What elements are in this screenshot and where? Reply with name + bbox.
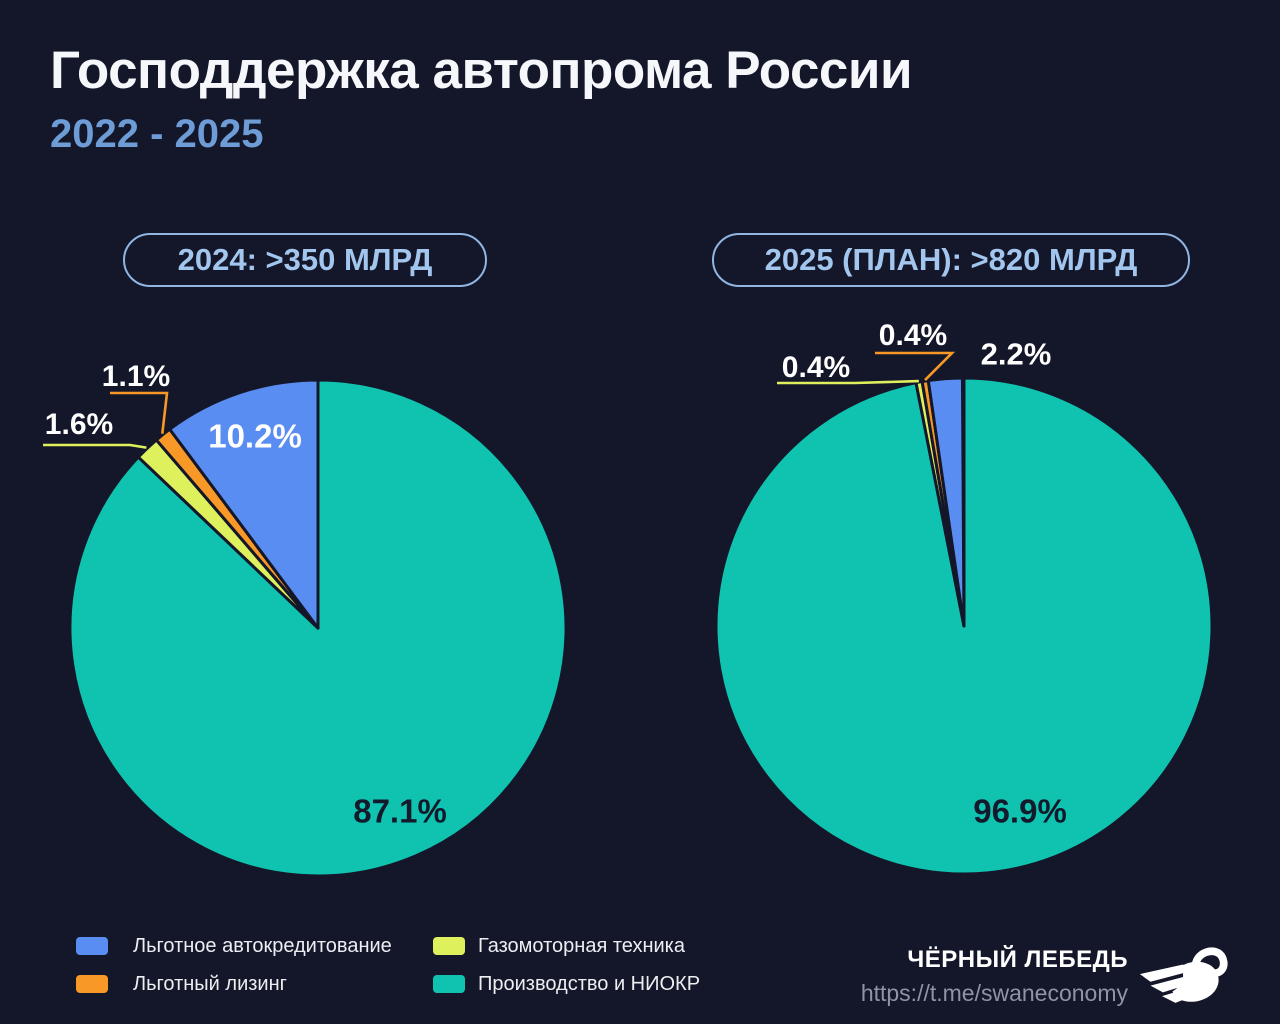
legend-item: Производство и НИОКР bbox=[433, 972, 701, 995]
pie-chart-2025: 96.9% 2.2% 0.4% 0.4% bbox=[700, 321, 1260, 901]
slice-value-label: 0.4% bbox=[878, 319, 948, 352]
legend-label: Производство и НИОКР bbox=[478, 972, 701, 995]
brand-url[interactable]: https://t.me/swaneconomy bbox=[860, 980, 1128, 1006]
legend-item: Льготный лизинг bbox=[76, 972, 287, 995]
badge-2025-label: 2025 (ПЛАН): >820 МЛРД bbox=[764, 242, 1138, 277]
legend-item: Газомоторная техника bbox=[433, 934, 685, 957]
leader-line bbox=[43, 443, 147, 449]
legend-label: Газомоторная техника bbox=[478, 934, 685, 957]
swan-logo bbox=[1139, 947, 1228, 1003]
leader-line bbox=[110, 391, 169, 434]
slice-value-label: 10.2% bbox=[208, 417, 302, 455]
slice-value-label: 87.1% bbox=[353, 792, 447, 830]
pie-svg bbox=[43, 378, 568, 878]
legend-item: Льготное автокредитование bbox=[76, 934, 392, 957]
legend-swatch bbox=[433, 975, 465, 993]
pie-svg bbox=[714, 351, 1214, 876]
legend-swatch bbox=[76, 975, 108, 993]
slice-value-label: 2.2% bbox=[980, 336, 1052, 372]
pie-slice bbox=[168, 378, 320, 630]
page-subtitle: 2022 - 2025 bbox=[50, 112, 264, 156]
badge-2024-label: 2024: >350 МЛРД bbox=[177, 242, 433, 277]
slice-value-label: 1.6% bbox=[44, 408, 114, 441]
legend-swatch bbox=[433, 937, 465, 955]
legend-swatch bbox=[76, 937, 108, 955]
pie-chart-2024: 87.1% 10.2% 1.1% 1.6% bbox=[30, 326, 590, 901]
brand-name: ЧЁРНЫЙ ЛЕБЕДЬ bbox=[907, 946, 1128, 973]
badge-2025-total: 2025 (ПЛАН): >820 МЛРД bbox=[712, 233, 1190, 287]
slice-value-label: 96.9% bbox=[973, 792, 1067, 830]
leader-line bbox=[777, 379, 919, 385]
leader-line bbox=[875, 351, 956, 382]
legend-label: Льготное автокредитование bbox=[133, 934, 392, 957]
slice-value-label: 1.1% bbox=[101, 360, 171, 393]
page-title: Господдержка автопрома России bbox=[50, 41, 913, 100]
slice-value-label: 0.4% bbox=[781, 351, 851, 384]
pie-slice bbox=[926, 376, 966, 628]
legend-label: Льготный лизинг bbox=[133, 972, 287, 995]
badge-2024-total: 2024: >350 МЛРД bbox=[123, 233, 487, 287]
